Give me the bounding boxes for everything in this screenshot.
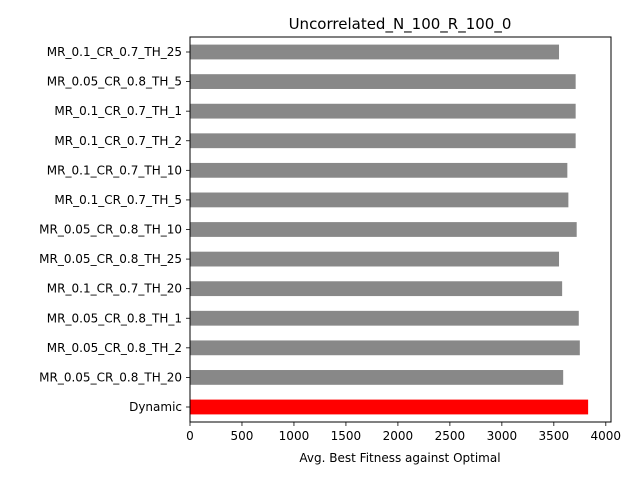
- bar-1: [190, 74, 576, 89]
- bar-5: [190, 192, 569, 208]
- y-tick-label: MR_0.1_CR_0.7_TH_1: [54, 104, 182, 118]
- x-tick-label: 2000: [383, 429, 414, 443]
- bar-9: [190, 310, 579, 326]
- bars-layer: [190, 44, 589, 415]
- x-tick-label: 500: [231, 429, 254, 443]
- bar-8: [190, 281, 563, 297]
- x-tick-label: 3500: [539, 429, 570, 443]
- x-tick-label: 1500: [331, 429, 362, 443]
- y-tick-label: MR_0.1_CR_0.7_TH_10: [47, 163, 182, 177]
- x-tick-label: 3000: [487, 429, 518, 443]
- y-tick-label: MR_0.05_CR_0.8_TH_20: [39, 370, 182, 384]
- y-tick-label: MR_0.1_CR_0.7_TH_2: [54, 134, 182, 148]
- y-tick-label: MR_0.1_CR_0.7_TH_25: [47, 45, 182, 59]
- bar-7: [190, 251, 560, 267]
- x-axis-ticks: 0 500 1000 1500 2000 2500 3000 3500 4000: [186, 422, 621, 443]
- x-tick-label: 2500: [435, 429, 466, 443]
- bar-4: [190, 162, 568, 178]
- bar-11: [190, 370, 564, 385]
- bar-2: [190, 103, 576, 119]
- y-tick-label: MR_0.1_CR_0.7_TH_5: [54, 193, 182, 207]
- y-tick-label: MR_0.1_CR_0.7_TH_20: [47, 282, 182, 296]
- y-axis-ticks: MR_0.1_CR_0.7_TH_25 MR_0.05_CR_0.8_TH_5 MR…: [39, 45, 190, 414]
- y-tick-label: MR_0.05_CR_0.8_TH_2: [47, 341, 182, 355]
- x-tick-label: 4000: [591, 429, 622, 443]
- x-tick-label: 0: [186, 429, 194, 443]
- y-tick-label: MR_0.05_CR_0.8_TH_1: [47, 311, 182, 325]
- bar-0: [190, 44, 560, 60]
- y-tick-label: MR_0.05_CR_0.8_TH_25: [39, 252, 182, 266]
- x-axis-label: Avg. Best Fitness against Optimal: [299, 451, 500, 465]
- x-tick-label: 1000: [279, 429, 310, 443]
- bar-6: [190, 222, 577, 237]
- plot-frame: [189, 36, 612, 423]
- chart-title: Uncorrelated_N_100_R_100_0: [289, 15, 512, 34]
- bar-12: [190, 399, 589, 415]
- y-tick-label: MR_0.05_CR_0.8_TH_10: [39, 223, 182, 237]
- bar-3: [190, 133, 576, 149]
- y-tick-label: Dynamic: [129, 400, 182, 414]
- bar-10: [190, 340, 580, 356]
- y-tick-label: MR_0.05_CR_0.8_TH_5: [47, 75, 182, 89]
